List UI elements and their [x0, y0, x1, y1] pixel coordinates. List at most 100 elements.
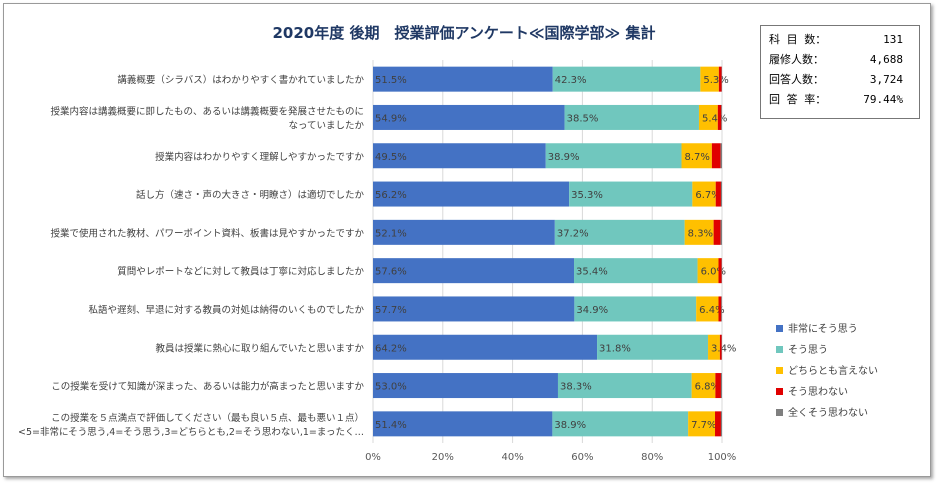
bar-segment [373, 334, 598, 360]
stat-row-respondents: 回答人数： 3,724 [769, 72, 903, 88]
data-label: 38.9% [548, 152, 580, 163]
data-label: 42.3% [555, 75, 587, 86]
bar-segment [545, 143, 682, 169]
bar-segment [574, 258, 698, 284]
data-label: 38.5% [567, 113, 599, 124]
x-tick-label: 20% [432, 452, 454, 463]
bar-segment [717, 104, 722, 130]
bar-segment [711, 143, 721, 169]
data-label: 34.9% [576, 305, 608, 316]
legend-swatch [776, 388, 783, 395]
legend-swatch [776, 346, 783, 353]
chart-title: 2020年度 後期 授業評価アンケート≪国際学部≫ 集計 [272, 24, 656, 42]
bar-segment [554, 219, 685, 245]
bar-segment [715, 181, 721, 207]
bar-segment [718, 296, 722, 322]
legend-swatch [776, 409, 783, 416]
legend-label: そう思わない [788, 386, 848, 398]
bar-segment [720, 373, 722, 399]
category-label: 質問やレポートなどに対して教員は丁寧に対応しましたか [117, 266, 364, 278]
bar-segment [574, 296, 697, 322]
category-label: この授業を受けて知識が深まった、あるいは能力が高まったと思いますか [51, 381, 364, 393]
x-tick-label: 40% [501, 452, 523, 463]
bar-segment [564, 104, 699, 130]
data-label: 8.7% [685, 152, 710, 163]
data-label: 38.9% [554, 420, 586, 431]
data-label: 31.8% [599, 343, 631, 354]
stat-row-response-rate: 回 答 率： 79.44% [769, 92, 903, 108]
data-label: 5.3% [703, 75, 728, 86]
stat-label: 履修人数： [769, 53, 824, 66]
bar-segment [684, 219, 714, 245]
bar-segment [720, 181, 722, 207]
bar-segment [718, 66, 722, 92]
stat-label: 回答人数： [769, 73, 824, 86]
bar-segment [696, 296, 719, 322]
category-label: <5=非常にそう思う,4=そう思う,3=どちらとも,2=そう思わない,1=まった… [18, 426, 364, 438]
bar-segment [718, 258, 722, 284]
category-label: 授業内容は講義概要に即したもの、あるいは講義概要を発展させたものに [50, 105, 364, 117]
data-label: 51.5% [375, 75, 407, 86]
data-label: 57.6% [375, 267, 407, 278]
data-label: 8.3% [688, 228, 713, 239]
bar-segment [720, 143, 722, 169]
bar-segment [569, 181, 693, 207]
bar-segment [373, 181, 570, 207]
data-label: 37.2% [557, 228, 589, 239]
data-label: 6.7% [695, 190, 720, 201]
legend-label: 全くそう思わない [788, 406, 868, 419]
bar-segment [708, 334, 720, 360]
data-label: 64.2% [375, 343, 407, 354]
data-label: 52.1% [375, 228, 407, 239]
stat-value: 79.44% [863, 93, 903, 106]
legend-swatch [776, 367, 783, 374]
bar-segment [373, 296, 575, 322]
legend-label: 非常にそう思う [788, 322, 858, 335]
bar-segment [721, 104, 722, 130]
data-label: 57.7% [375, 305, 407, 316]
category-label: 授業で使用された教材、パワーポイント資料、板書は見やすかったですか [50, 227, 364, 239]
data-label: 6.8% [695, 382, 720, 393]
data-label: 54.9% [375, 113, 407, 124]
legend-swatch [776, 325, 783, 332]
stat-row-subjects: 科 目 数： 131 [769, 32, 903, 48]
stat-label: 回 答 率： [769, 93, 827, 106]
data-label: 38.3% [560, 382, 592, 393]
stat-label: 科 目 数： [769, 33, 827, 46]
data-label: 3.4% [711, 343, 736, 354]
bar-segment [373, 66, 553, 92]
data-label: 56.2% [375, 190, 407, 201]
bar-segment [713, 219, 721, 245]
category-label: この授業を５点満点で評価してください（最も良い５点、最も悪い１点） [51, 412, 364, 424]
bar-segment [552, 411, 689, 437]
data-label: 5.4% [702, 113, 727, 124]
category-label: 講義概要（シラバス）はわかりやすく書かれていましたか [117, 74, 364, 86]
category-label: 話し方（速さ・声の大きさ・明瞭さ）は適切でしたか [136, 189, 365, 201]
bar-segment [715, 411, 721, 437]
bar-segment [692, 181, 716, 207]
bar-segment [700, 66, 719, 92]
data-label: 51.4% [375, 420, 407, 431]
data-label: 7.7% [691, 420, 716, 431]
data-label: 6.4% [699, 305, 724, 316]
bar-segment [373, 258, 575, 284]
stat-row-enrolled: 履修人数： 4,688 [769, 52, 903, 68]
data-label: 35.3% [571, 190, 603, 201]
bar-segment [373, 143, 546, 169]
category-label: 教員は授業に熱心に取り組んでいたと思いますか [155, 342, 364, 354]
bar-segment [681, 143, 712, 169]
data-label: 6.0% [701, 267, 726, 278]
x-tick-label: 60% [571, 452, 593, 463]
legend-label: どちらとも言えない [788, 364, 878, 377]
bar-segment [688, 411, 716, 437]
bar-segment [715, 373, 721, 399]
bar-segment [720, 411, 722, 437]
stats-box: 科 目 数： 131 履修人数： 4,688 回答人数： 3,724 回 答 率： 79… [760, 25, 920, 119]
x-tick-label: 100% [708, 452, 737, 463]
bar-segment [552, 66, 701, 92]
bar-segment [373, 373, 558, 399]
bar-segment [721, 296, 722, 322]
legend-label: そう思う [788, 344, 828, 356]
category-label: なっていましたか [288, 120, 364, 131]
